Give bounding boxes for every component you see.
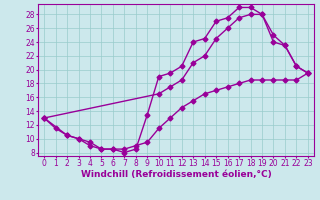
X-axis label: Windchill (Refroidissement éolien,°C): Windchill (Refroidissement éolien,°C) [81,170,271,179]
